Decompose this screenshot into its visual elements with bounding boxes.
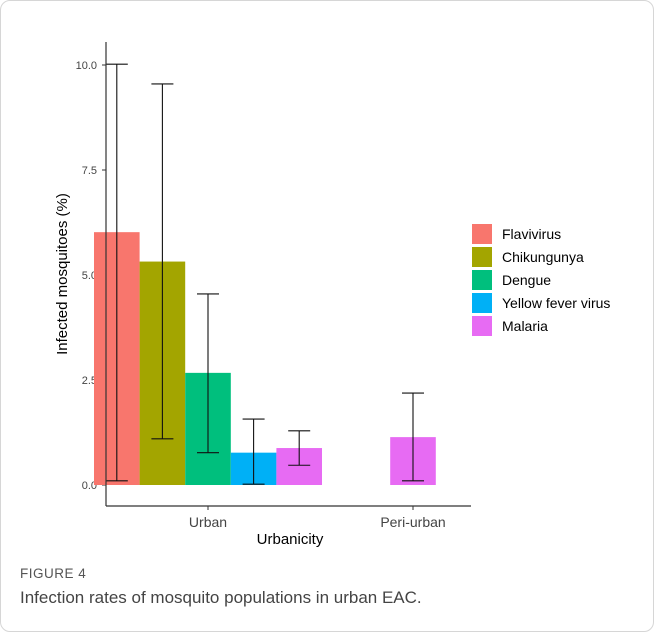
legend-label: Chikungunya	[502, 249, 584, 265]
x-tick-label: Urban	[189, 514, 227, 530]
y-tick-label: 2.5	[82, 375, 97, 387]
legend-swatch-dengue	[472, 270, 492, 290]
legend-swatch-flavivirus	[472, 224, 492, 244]
figure-label: FIGURE 4	[20, 566, 87, 581]
legend-swatch-chikungunya	[472, 247, 492, 267]
y-tick-label: 10.0	[76, 60, 97, 72]
legend-swatch-malaria	[472, 316, 492, 336]
y-tick-label: 5.0	[82, 270, 97, 282]
legend: Flavivirus Chikungunya Dengue Yellow fever …	[472, 224, 610, 336]
legend-label: Dengue	[502, 272, 551, 288]
bar-chart: 0.0 2.5 5.0 7.5 10.0 Urban Peri-urban Urbanic…	[54, 42, 610, 548]
y-tick-label: 0.0	[82, 480, 97, 492]
figure-caption: Infection rates of mosquito populations …	[20, 588, 422, 607]
legend-label: Flavivirus	[502, 226, 561, 242]
legend-label: Yellow fever virus	[502, 295, 610, 311]
y-axis-label: Infected mosquitoes (%)	[54, 193, 71, 355]
x-axis-label: Urbanicity	[257, 531, 324, 548]
legend-label: Malaria	[502, 318, 548, 334]
y-tick-label: 7.5	[82, 165, 97, 177]
legend-swatch-yellow-fever-virus	[472, 293, 492, 313]
x-tick-label: Peri-urban	[380, 514, 445, 530]
